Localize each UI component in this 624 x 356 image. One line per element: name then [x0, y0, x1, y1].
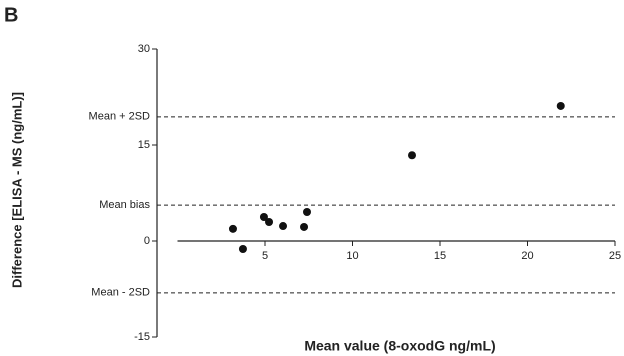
point — [556, 101, 565, 110]
x-axis-label: Mean value (8-oxodG ng/mL) — [304, 338, 495, 354]
x-tick-label: 10 — [346, 250, 358, 262]
reference-label: Mean - 2SD — [91, 287, 150, 299]
point — [228, 224, 237, 233]
y-axis-label: Difference [ELISA - MS (ng/mL)] — [9, 92, 24, 288]
y-tick-label: 30 — [138, 43, 150, 55]
y-tick-label: -15 — [134, 331, 150, 343]
y-tick-label: 15 — [138, 139, 150, 151]
point — [238, 245, 247, 253]
point — [279, 222, 288, 231]
point — [408, 151, 416, 160]
reference-label: Mean bias — [99, 199, 150, 211]
point — [300, 222, 309, 231]
panel-label: B — [4, 4, 18, 26]
point — [259, 213, 268, 221]
point — [265, 217, 274, 226]
x-tick-label: 20 — [521, 250, 533, 262]
y-tick-label: 0 — [144, 235, 150, 247]
x-tick-label: 15 — [434, 250, 446, 262]
point — [303, 208, 311, 217]
x-tick-label: 25 — [609, 250, 621, 262]
x-tick-label: 5 — [262, 250, 268, 262]
reference-label: Mean + 2SD — [89, 111, 151, 123]
